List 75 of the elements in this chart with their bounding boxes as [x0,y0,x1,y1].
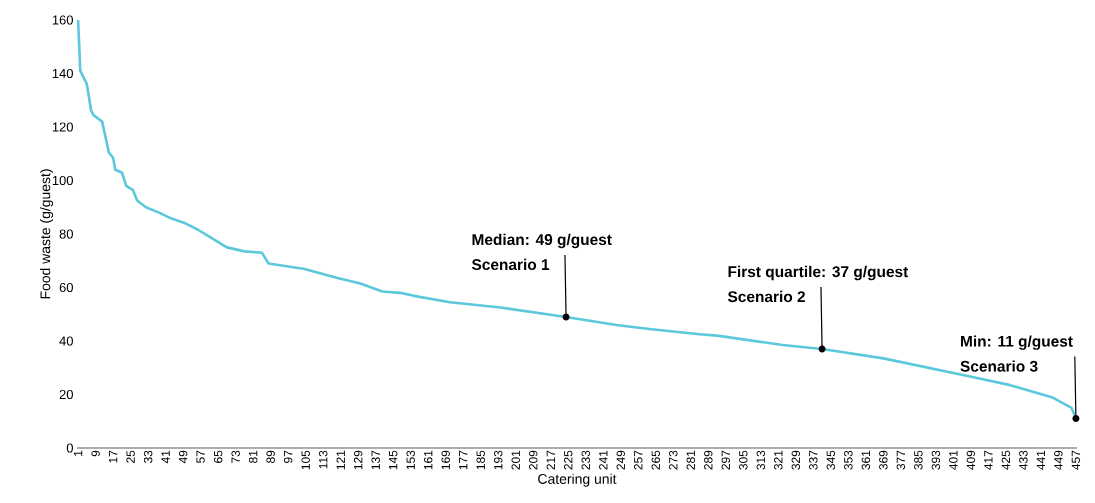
x-tick-label: 193 [494,450,503,470]
x-tick-label: 9 [91,450,100,457]
x-tick-label: 353 [844,450,853,470]
x-tick-label: 393 [931,450,941,470]
y-tick-label: 160 [52,15,73,25]
x-tick-label: 249 [616,450,625,470]
x-tick-label: 409 [966,450,976,470]
annotation: Median: 49 g/guest [472,233,612,249]
annotation: Scenario 1 [471,258,550,271]
x-tick-label: 201 [511,450,520,470]
x-tick-label: 81 [248,450,258,463]
x-tick-label: 121 [336,450,345,470]
x-tick-label: 217 [546,450,555,470]
x-tick-label: 369 [879,450,888,470]
x-tick-label: 177 [459,450,468,470]
x-tick-label: 169 [441,450,450,470]
annotation: Min: 11 g/guest [961,335,1073,350]
x-tick-label: 41 [161,450,170,464]
x-tick-label: 17 [109,450,118,463]
x-tick-label: 1 [73,450,83,456]
x-tick-label: 161 [423,450,433,470]
x-tick-label: 337 [809,450,818,470]
x-tick-label: 105 [301,450,310,470]
x-tick-label: 345 [826,450,836,470]
x-tick-label: 145 [389,450,398,470]
x-tick-label: 257 [634,450,643,470]
x-tick-label: 25 [126,450,135,463]
x-tick-label: 425 [1001,450,1011,470]
x-tick-label: 289 [704,450,713,470]
x-tick-label: 57 [196,450,205,464]
x-tick-label: 449 [1054,450,1063,470]
x-tick-label: 321 [774,450,783,470]
y-tick-label: 100 [52,175,73,186]
x-tick-label: 441 [1036,450,1045,470]
y-tick-label: 60 [59,282,73,293]
annotation: First quartile: 37 g/guest [728,265,909,281]
x-tick-label: 457 [1071,450,1081,470]
y-tick-label: 0 [66,443,73,453]
y-tick-label: 20 [59,389,73,400]
x-axis-title: Catering unit [538,473,617,487]
x-tick-label: 73 [231,450,240,463]
y-tick-label: 120 [52,122,73,132]
y-tick-label: 140 [52,68,73,79]
x-tick-label: 313 [756,450,766,470]
x-tick-label: 233 [581,450,590,470]
x-tick-label: 113 [318,450,328,469]
x-tick-label: 153 [406,450,415,470]
y-tick-label: 80 [59,229,73,239]
x-tick-label: 241 [599,450,608,470]
annotation: Scenario 3 [960,360,1038,372]
x-tick-label: 377 [896,450,906,470]
x-tick-label: 225 [564,450,573,470]
x-tick-label: 265 [651,450,660,470]
x-tick-label: 185 [476,450,485,470]
x-tick-label: 137 [371,450,380,470]
x-tick-label: 97 [283,450,293,463]
x-tick-label: 281 [686,450,696,470]
x-tick-label: 33 [143,450,153,464]
annotation: Scenario 2 [727,290,805,303]
x-tick-label: 297 [721,450,731,470]
x-tick-label: 273 [669,450,678,470]
x-tick-label: 65 [213,450,223,463]
x-tick-label: 305 [739,450,748,470]
y-tick-label: 40 [59,336,73,346]
x-tick-label: 361 [861,450,871,470]
x-tick-label: 329 [791,450,801,470]
x-tick-label: 49 [178,450,188,464]
x-tick-label: 433 [1019,450,1028,470]
x-tick-label: 401 [949,450,958,470]
x-tick-label: 129 [353,450,363,470]
x-tick-label: 209 [529,450,538,470]
x-tick-label: 89 [266,450,275,463]
x-tick-label: 417 [984,450,993,470]
y-axis-title: Food waste (g/guest) [40,169,54,299]
x-tick-label: 385 [914,450,923,470]
